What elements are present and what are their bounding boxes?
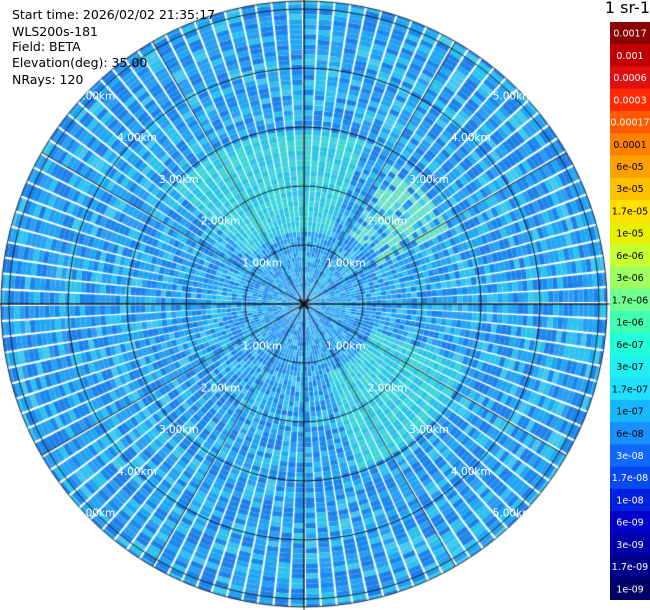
range-ring-label: 2.00km	[201, 216, 241, 228]
range-ring-label: 1.00km	[242, 341, 282, 353]
range-ring-label: 1.00km	[326, 257, 366, 269]
colorbar-swatch	[610, 488, 650, 512]
range-ring-label: 5.00km	[493, 508, 533, 520]
elevation-label: Elevation(deg): 35.00	[12, 55, 148, 70]
field-label: Field: BETA	[12, 39, 81, 54]
nrays-label: NRays: 120	[12, 72, 84, 87]
colorbar-tick-label: 1e-06	[616, 318, 643, 329]
range-ring-label: 1.00km	[242, 257, 282, 269]
colorbar-tick-label: 6e-07	[616, 340, 643, 351]
colorbar-swatch	[610, 533, 650, 557]
colorbar-tick-label: 0.0006	[613, 73, 646, 84]
colorbar-tick-label: 1e-09	[616, 584, 643, 595]
range-ring-label: 4.00km	[451, 466, 491, 478]
colorbar-swatch	[610, 266, 650, 290]
colorbar-swatch	[610, 288, 650, 312]
range-ring-label: 3.00km	[159, 424, 199, 436]
colorbar-swatch	[610, 244, 650, 268]
colorbar-tick-label: 1.7e-05	[612, 206, 648, 217]
colorbar-swatch	[610, 422, 650, 445]
colorbar-swatch	[610, 199, 650, 223]
range-ring-label: 4.00km	[117, 466, 157, 478]
colorbar-tick-label: 1.7e-07	[612, 384, 648, 395]
colorbar-tick-label: 0.0003	[613, 95, 646, 106]
colorbar-tick-label: 0.0001	[613, 140, 646, 151]
colorbar-swatch	[610, 555, 650, 579]
colorbar-tick-label: 6e-08	[616, 429, 643, 440]
range-ring-label: 3.00km	[409, 424, 449, 436]
ppi-scan-plot	[0, 0, 610, 610]
range-labels-layer: 1.00km 1.00km 1.00km 1.00km 2.00km 2.00km 2.00…	[0, 0, 610, 610]
range-ring-label: 1.00km	[326, 341, 366, 353]
colorbar-swatch	[610, 355, 650, 379]
colorbar-tick-label: 1e-08	[616, 495, 643, 506]
colorbar-swatch	[610, 444, 650, 468]
colorbar-tick-label: 6e-09	[616, 518, 643, 529]
colorbar-tick-label: 0.001	[616, 51, 643, 62]
range-ring-label: 4.00km	[117, 132, 157, 144]
colorbar-swatch	[610, 88, 650, 112]
range-ring-label: 5.00km	[493, 90, 533, 102]
colorbar-tick-label: 1.7e-09	[612, 562, 648, 573]
colorbar-swatch	[610, 466, 650, 490]
start-time-label: Start time: 2026/02/02 21:35:17	[12, 7, 216, 22]
colorbar-swatch	[610, 377, 650, 401]
colorbar-swatch	[610, 399, 650, 423]
colorbar-swatch	[610, 177, 650, 201]
colorbar-swatch	[610, 110, 650, 134]
colorbar-swatch	[610, 22, 650, 45]
colorbar-swatch	[610, 511, 650, 534]
range-ring-label: 4.00km	[451, 132, 491, 144]
colorbar-tick-label: 6e-06	[616, 251, 643, 262]
range-ring-label: 5.00km	[76, 508, 116, 520]
instrument-label: WLS200s-181	[12, 24, 98, 39]
colorbar-tick-label: 0.0017	[613, 29, 646, 40]
range-ring-label: 2.00km	[201, 382, 241, 394]
colorbar-tick-label: 6e-05	[616, 162, 643, 173]
colorbar-tick-label: 0.00017	[610, 118, 649, 129]
colorbar-tick-label: 3e-09	[616, 540, 643, 551]
range-ring-label: 2.00km	[368, 216, 408, 228]
range-ring-label: 3.00km	[409, 174, 449, 186]
colorbar-swatch	[610, 66, 650, 90]
colorbar-tick-label: 1.7e-06	[612, 295, 648, 306]
colorbar: 0.0017 0.001 0.0006 0.0003 0.00017 0.0001 6e-0…	[610, 22, 650, 600]
colorbar-unit-label: m-1 sr-1	[606, 0, 650, 17]
colorbar-swatch	[610, 155, 650, 179]
colorbar-tick-label: 1e-07	[616, 407, 643, 418]
colorbar-tick-label: 3e-05	[616, 184, 643, 195]
colorbar-swatch	[610, 577, 650, 600]
colorbar-tick-label: 3e-08	[616, 451, 643, 462]
colorbar-tick-label: 1e-05	[616, 229, 643, 240]
colorbar-swatch	[610, 222, 650, 245]
range-ring-label: 5.00km	[76, 90, 116, 102]
colorbar-swatch	[610, 311, 650, 334]
range-ring-label: 3.00km	[159, 174, 199, 186]
colorbar-swatch	[610, 133, 650, 156]
colorbar-swatch	[610, 44, 650, 67]
colorbar-tick-label: 3e-07	[616, 362, 643, 373]
range-ring-label: 2.00km	[368, 382, 408, 394]
colorbar-swatch	[610, 333, 650, 356]
colorbar-tick-label: 1.7e-08	[612, 473, 648, 484]
colorbar-tick-label: 3e-06	[616, 273, 643, 284]
